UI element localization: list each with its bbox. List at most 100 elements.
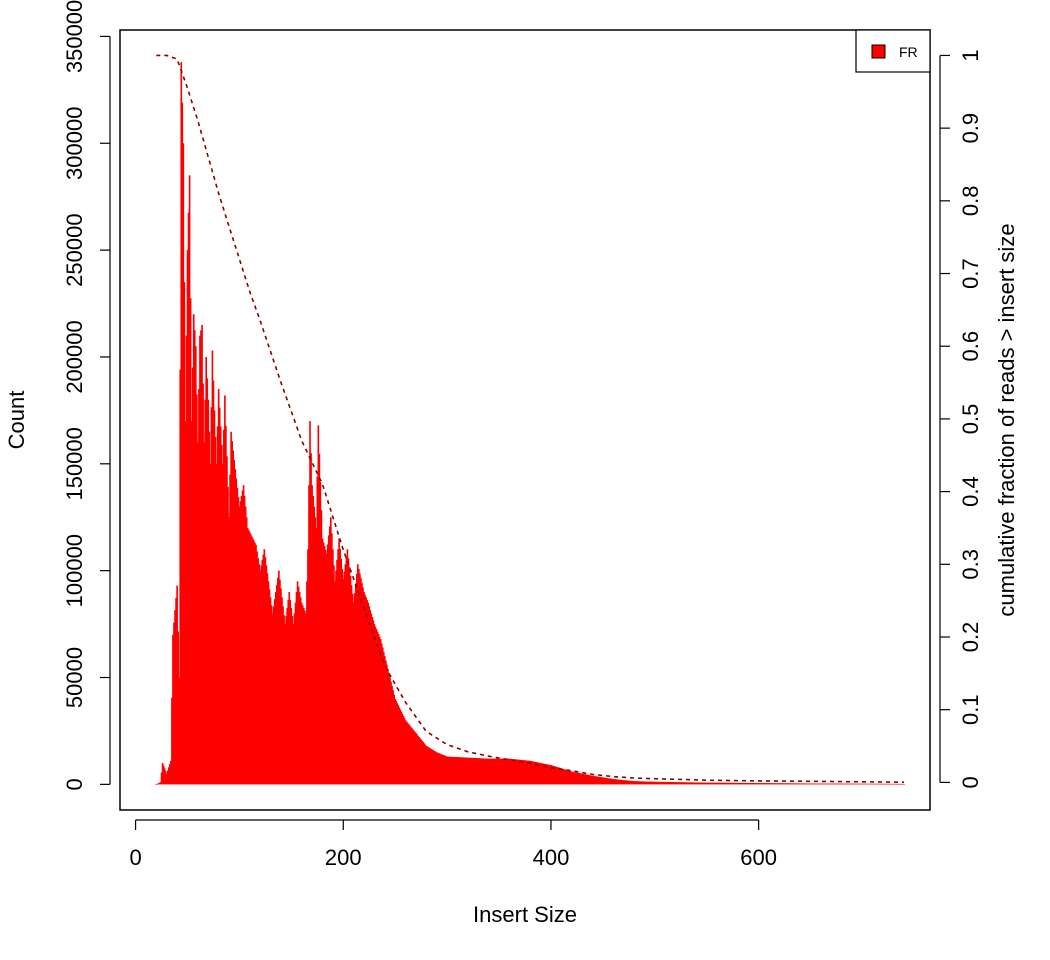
histogram-bar [349,576,352,785]
histogram-bar [578,773,580,785]
histogram-bar [475,758,478,785]
histogram-bar [837,783,840,785]
histogram-bar [823,783,825,785]
histogram-bar [304,610,306,785]
histogram-bar [644,781,647,785]
histogram-bar [580,773,582,785]
histogram-bar [247,530,250,785]
histogram-bar [566,770,569,785]
histogram-bar [267,581,270,785]
histogram-bar [471,757,473,785]
histogram-bar [661,781,663,785]
histogram-bar [817,783,819,785]
histogram-bar [587,774,590,785]
histogram-bar [841,783,844,785]
histogram-bar [164,771,167,785]
histogram-bar [743,782,745,785]
y2-tick-label: 0.1 [958,694,983,725]
histogram-bar [167,767,170,785]
histogram-bar [594,776,597,785]
histogram-bar [570,771,573,785]
histogram-bar [400,711,403,785]
histogram-bar [653,781,656,785]
histogram-bar [895,783,898,785]
histogram-bar [682,782,684,785]
histogram-bar [289,600,292,785]
histogram-bar [491,758,494,785]
histogram-bar [207,399,210,785]
histogram-bar [822,783,824,785]
histogram-bar [201,324,203,785]
histogram-bar [608,778,610,785]
histogram-bar [797,783,799,785]
histogram-bar [320,510,323,785]
histogram-bar [486,758,489,785]
histogram-bar [478,758,481,785]
histogram-bar [830,783,833,785]
histogram-bar [353,593,356,785]
histogram-bar [761,783,764,785]
histogram-bar [230,431,232,785]
histogram-bar [542,763,545,785]
histogram-bar [889,783,892,785]
histogram-bar [338,538,340,785]
histogram-bar [189,298,192,785]
histogram-bar [612,779,615,785]
histogram-bar [696,782,699,785]
histogram-bar [462,757,465,785]
histogram-bar [737,782,739,785]
histogram-bar [179,369,182,785]
histogram-bar [489,758,492,785]
histogram-bar [352,602,355,785]
histogram-bar [494,758,496,785]
histogram-bar [851,783,853,785]
histogram-bar [552,765,554,785]
histogram-bar [812,783,815,785]
histogram-bar [575,772,577,785]
histogram-bar [784,783,787,785]
histogram-bar [828,783,831,785]
histogram-bar [485,758,488,785]
histogram-bar [186,250,189,785]
histogram-bar [182,143,185,785]
histogram-bar [460,757,463,785]
histogram-bar [581,773,583,785]
histogram-bar [713,782,715,785]
histogram-bar [426,746,429,785]
histogram-bar [690,782,692,785]
histogram-bar [805,783,808,785]
histogram-bar [706,782,709,785]
histogram-bar [375,629,378,785]
histogram-bar [273,599,276,785]
histogram-bar [244,506,247,785]
histogram-bar [255,545,257,785]
histogram-bar [650,781,653,785]
histogram-bar [445,756,447,785]
histogram-bar [316,476,319,785]
histogram-bar [790,783,792,785]
histogram-bar [630,780,632,785]
histogram-bar [599,777,602,785]
histogram-bar [313,506,316,785]
histogram-bar [624,780,627,785]
histogram-bar [809,783,812,785]
histogram-bar [628,780,630,785]
histogram-bar [802,783,805,785]
histogram-bar [452,756,455,785]
histogram-bar [211,350,214,785]
histogram-bar [727,782,730,785]
histogram-bar [609,778,611,785]
histogram-bar [840,783,843,785]
histogram-bar [866,783,869,785]
histogram-bar [756,783,759,785]
histogram-bar [626,780,629,785]
histogram-bar [468,757,470,785]
histogram-bar [853,783,856,785]
histogram-bar [687,782,689,785]
histogram-bar [446,756,448,785]
histogram-bar [172,634,174,785]
histogram-bar [885,783,888,785]
histogram-bar [751,783,754,785]
histogram-bar [786,783,789,785]
histogram-bar [631,780,633,785]
